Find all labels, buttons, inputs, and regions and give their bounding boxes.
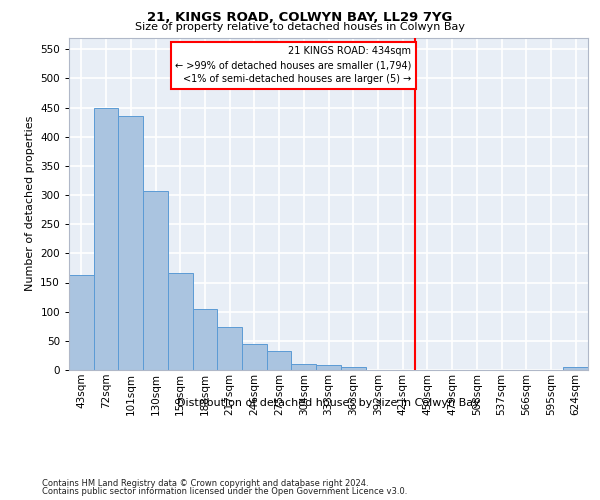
Bar: [316, 366, 341, 370]
Bar: [292, 364, 316, 370]
Bar: [267, 352, 292, 370]
Text: Size of property relative to detached houses in Colwyn Bay: Size of property relative to detached ho…: [135, 22, 465, 32]
Bar: [341, 367, 365, 370]
Text: Contains public sector information licensed under the Open Government Licence v3: Contains public sector information licen…: [42, 487, 407, 496]
Bar: [143, 191, 168, 370]
Text: 21 KINGS ROAD: 434sqm
← >99% of detached houses are smaller (1,794)
<1% of semi-: 21 KINGS ROAD: 434sqm ← >99% of detached…: [175, 46, 411, 84]
Y-axis label: Number of detached properties: Number of detached properties: [25, 116, 35, 292]
Bar: [242, 344, 267, 370]
Bar: [168, 272, 193, 370]
Bar: [193, 308, 217, 370]
Bar: [118, 116, 143, 370]
Text: Contains HM Land Registry data © Crown copyright and database right 2024.: Contains HM Land Registry data © Crown c…: [42, 478, 368, 488]
Bar: [94, 108, 118, 370]
Bar: [217, 328, 242, 370]
Bar: [69, 275, 94, 370]
Text: 21, KINGS ROAD, COLWYN BAY, LL29 7YG: 21, KINGS ROAD, COLWYN BAY, LL29 7YG: [148, 11, 452, 24]
Text: Distribution of detached houses by size in Colwyn Bay: Distribution of detached houses by size …: [178, 398, 480, 407]
Bar: [563, 367, 588, 370]
